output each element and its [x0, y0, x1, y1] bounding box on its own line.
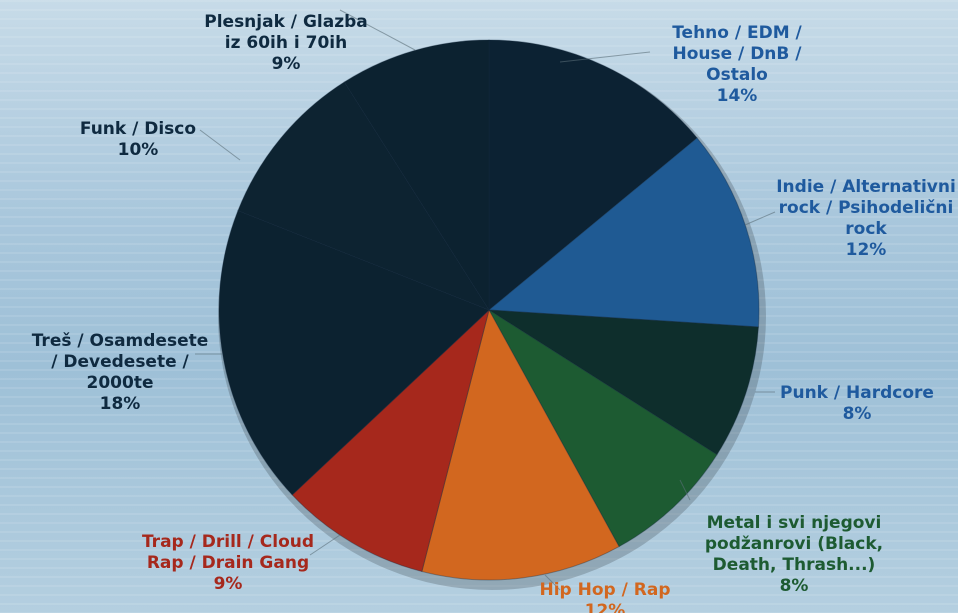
slice-label-line: 2000te [87, 373, 154, 393]
leader-line [559, 51, 651, 63]
slice-label-line: Plesnjak / Glazba [204, 12, 367, 32]
slice-label: Hip Hop / Rap 12% [540, 580, 671, 613]
slice-percent: 14% [717, 86, 758, 106]
slice-percent: 9% [214, 574, 243, 594]
slice-label-line: Treš / Osamdesete [32, 331, 209, 351]
slice-label: Funk / Disco 10% [80, 119, 196, 160]
pie-slice[interactable] [488, 309, 718, 548]
slice-label-line: Punk / Hardcore [780, 383, 934, 403]
pie-slice[interactable] [237, 81, 491, 312]
slice-percent: 8% [780, 576, 809, 596]
slice-label-line: Trap / Drill / Cloud [142, 532, 314, 552]
pie-slice[interactable] [487, 137, 760, 328]
pie-slice[interactable] [488, 309, 759, 456]
slice-label: Tehno / EDM / House / DnB / Ostalo 14% [672, 23, 802, 106]
slice-label-line: rock / Psihodelični [779, 198, 954, 218]
slice-label-line: Funk / Disco [80, 119, 196, 139]
pie-slice[interactable] [421, 308, 620, 581]
slice-label-line: House / DnB / [672, 44, 802, 64]
pie-slice[interactable] [291, 308, 490, 573]
slice-label-line: Indie / Alternativni [776, 177, 956, 197]
pie-slice[interactable] [218, 209, 490, 496]
slice-percent: 12% [846, 240, 887, 260]
slice-percent: 10% [118, 140, 159, 160]
pie-slice[interactable] [488, 39, 698, 312]
leader-line [744, 211, 776, 226]
pie-slice[interactable] [343, 39, 490, 312]
leader-line [309, 534, 341, 556]
slice-label: Plesnjak / Glazba iz 60ih i 70ih 9% [204, 12, 367, 74]
slice-label: Trap / Drill / Cloud Rap / Drain Gang 9% [142, 532, 314, 594]
leader-line [199, 129, 241, 161]
slice-label-line: Rap / Drain Gang [147, 553, 309, 573]
slice-label-line: iz 60ih i 70ih [225, 33, 347, 53]
slice-label-line: rock [845, 219, 887, 239]
slice-label-line: Ostalo [706, 65, 768, 85]
slice-label: Indie / Alternativni rock / Psihodelični r… [776, 177, 956, 260]
slice-label: Treš / Osamdesete / Devedesete /2000te 18% [32, 331, 209, 414]
slice-percent: 8% [843, 404, 872, 424]
slice-percent: 18% [100, 394, 141, 414]
slice-label-line: Tehno / EDM / [672, 23, 802, 43]
slice-label-line: Hip Hop / Rap [540, 580, 671, 600]
slice-label-line: Metal i svi njegovi [707, 513, 882, 533]
slice-label-line: / Devedesete / [51, 352, 189, 372]
slice-label-line: Death, Thrash...) [713, 555, 876, 575]
slice-percent: 12% [585, 601, 626, 613]
leader-line [679, 479, 691, 501]
slice-percent: 9% [272, 54, 301, 74]
leader-line [339, 9, 416, 51]
slice-label: Metal i svi njegovi podžanrovi (Black, Dea… [705, 513, 883, 596]
slice-label: Punk / Hardcore 8% [780, 383, 934, 424]
leader-line [544, 574, 561, 591]
slice-label-line: podžanrovi (Black, [705, 534, 883, 554]
